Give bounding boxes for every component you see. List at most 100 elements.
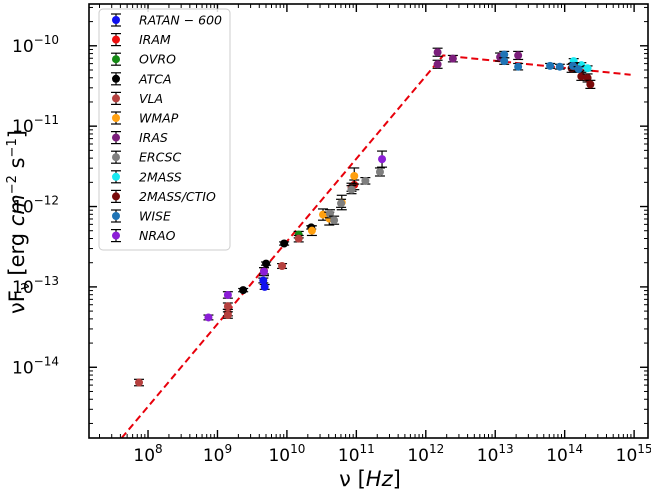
plot-inner [120,47,631,438]
data-point [361,176,370,185]
y-axis-label: νFν [erg cm−2 s−1] [5,130,33,314]
plot-area [120,47,631,438]
y-tick-exp: −14 [34,354,59,368]
data-point [223,302,232,311]
y-tick-exp: −13 [34,274,59,288]
data-point [555,62,564,71]
y-tick-base: 10 [12,37,34,57]
data-point [223,290,232,299]
data-point [500,57,509,66]
data-point [294,234,303,243]
y-tick-label: 10−11 [12,113,59,137]
legend-marker [112,16,120,24]
legend-label: IRAM [139,32,171,47]
x-tick-label: 1015 [616,442,651,466]
legend-marker [112,172,120,181]
data-point [350,171,359,180]
series-11 [203,150,388,322]
data-point [280,239,289,248]
y-tick-exp: −12 [34,194,59,208]
x-tick-base: 10 [477,446,499,466]
data-point [586,80,595,89]
x-axis-label: ν [Hz] [339,467,401,491]
legend-marker [112,192,120,201]
x-tick-label: 1011 [338,442,375,466]
x-tick-base: 10 [546,446,568,466]
y-tick-label: 10−10 [12,33,59,57]
series-6 [432,47,524,69]
x-tick-exp: 10 [290,442,305,456]
legend-label: VLA [139,91,163,106]
legend-label: OVRO [139,52,176,67]
x-tick-exp: 14 [568,442,583,456]
series-0 [258,276,270,291]
y-tick-label: 10−14 [12,354,59,378]
legend-marker [112,133,120,142]
data-point [546,61,555,70]
y-tick-base: 10 [12,117,34,137]
legend-box [98,8,231,251]
y-tick-exp: −11 [34,113,59,127]
data-point [260,282,269,291]
x-tick-label: 1010 [268,442,305,466]
y-tick-base: 10 [12,278,34,298]
axes: 108 109 1010 1011 1012 1013 1014 101510−1410−13… [12,3,651,466]
x-tick-exp: 9 [224,442,232,456]
x-tick-base: 10 [133,446,155,466]
legend-marker [112,35,120,44]
legend-marker [112,94,120,103]
data-point [448,54,457,63]
series-10 [499,50,584,74]
series-9 [566,62,596,89]
data-point [204,313,213,322]
x-tick-label: 109 [203,442,232,466]
x-tick-label: 1012 [407,442,444,466]
data-point [500,50,509,59]
legend-marker [112,114,120,122]
series-5 [306,167,360,237]
legend-marker [112,55,120,64]
data-point [375,167,384,176]
legend-label: RATAN − 600 [139,13,222,28]
legend-label: 2MASS [139,169,182,184]
legend-label: 2MASS/CTIO [139,189,216,204]
legend-label: ATCA [138,71,172,86]
legend-marker [112,74,120,83]
x-tick-exp: 15 [637,442,651,456]
data-point [514,51,523,60]
series-3 [238,223,317,295]
x-tick-exp: 11 [360,442,375,456]
data-point [347,185,356,194]
data-point [223,311,232,320]
data-point [134,378,143,387]
x-tick-label: 108 [133,442,162,466]
data-point [262,259,271,268]
x-tick-label: 1013 [477,442,514,466]
data-point [514,62,523,71]
x-tick-exp: 8 [155,442,163,456]
data-point [330,216,339,225]
data-point [278,262,287,271]
data-point [307,226,316,235]
legend-label: WISE [139,209,171,224]
x-tick-exp: 13 [498,442,513,456]
data-point [583,64,592,73]
data-point [259,276,268,285]
data-point [239,286,248,295]
y-tick-exp: −10 [34,33,59,47]
x-tick-base: 10 [268,446,290,466]
x-tick-base: 10 [203,446,225,466]
series-7 [324,167,385,225]
y-tick-base: 10 [12,358,34,378]
x-tick-base: 10 [407,446,429,466]
legend-label: NRAO [139,228,176,243]
x-tick-base: 10 [338,446,360,466]
y-tick-base: 10 [12,198,34,218]
x-tick-exp: 12 [429,442,444,456]
x-tick-base: 10 [616,446,638,466]
legend: RATAN − 600 IRAM OVRO ATCA VLA WMAP IRAS ERCSC 2… [98,8,231,251]
legend-marker [112,231,120,240]
data-point [433,60,442,69]
data-point [574,65,583,74]
